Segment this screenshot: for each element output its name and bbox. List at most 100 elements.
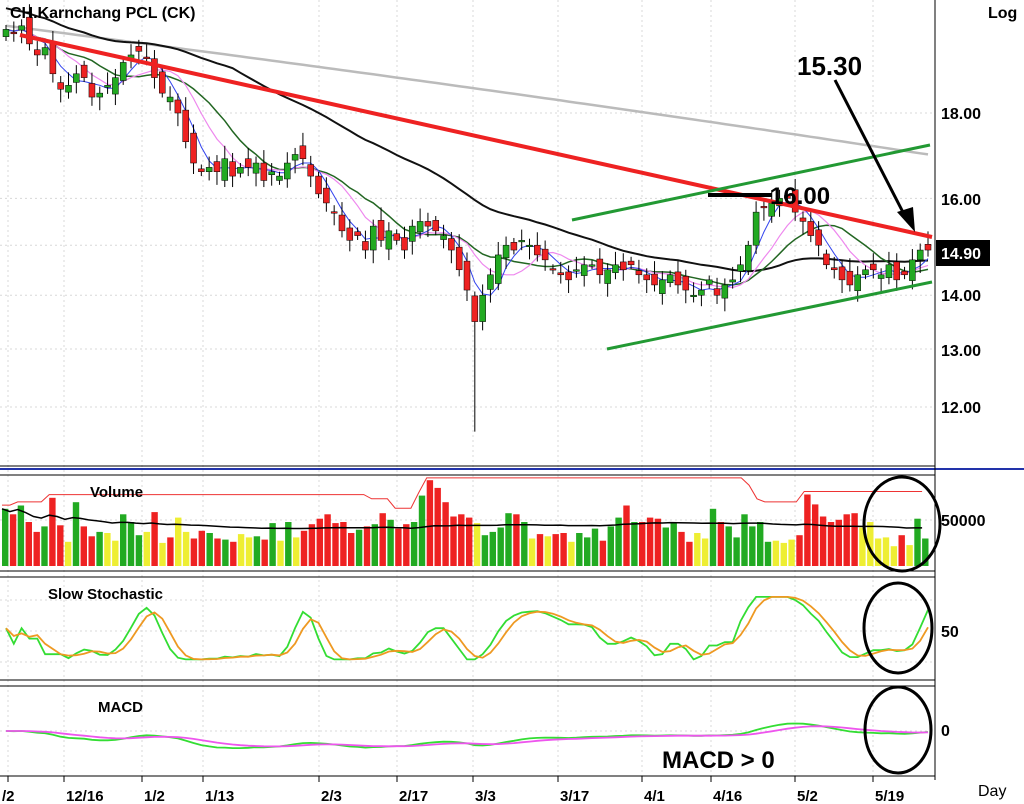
volume-bar	[623, 505, 630, 566]
candle	[737, 256, 744, 283]
candle	[221, 145, 229, 188]
stochastic-axis-tick: 50	[941, 624, 959, 641]
stochastic-lines	[5, 596, 929, 661]
candle	[346, 219, 354, 252]
last-price-label: 14.90	[941, 246, 981, 263]
macd-label: MACD	[98, 699, 143, 716]
candle	[901, 266, 908, 280]
volume-bar	[906, 545, 913, 566]
volume-bar	[340, 522, 347, 566]
volume-bar	[17, 505, 25, 566]
volume-bar	[804, 494, 811, 566]
volume-bar	[568, 541, 575, 566]
volume-bar	[159, 542, 166, 566]
candle	[495, 241, 502, 291]
volume-bar	[788, 539, 795, 566]
volume-bars	[2, 480, 929, 566]
trendlines	[19, 33, 933, 351]
volume-bar	[576, 533, 583, 566]
x-tick-label: 1/13	[205, 788, 234, 804]
candle	[424, 212, 432, 238]
candle	[659, 271, 666, 305]
candle	[799, 211, 807, 235]
volume-bar	[316, 518, 323, 566]
volume-bar	[780, 542, 787, 566]
candle	[643, 268, 650, 294]
candle	[338, 202, 346, 238]
candle	[479, 284, 486, 331]
volume-bar	[835, 519, 842, 566]
volume-bar	[560, 533, 567, 566]
volume-bar	[261, 539, 268, 566]
candle	[377, 207, 385, 247]
volume-bar	[662, 527, 669, 566]
candle	[18, 19, 25, 44]
volume-bar	[127, 522, 135, 566]
volume-bar	[733, 537, 740, 566]
volume-bar	[654, 518, 662, 566]
volume-bar	[222, 539, 229, 566]
x-tick-label: 3/17	[560, 788, 589, 804]
ma-short-pink-line	[5, 28, 929, 289]
volume-bar	[72, 502, 80, 566]
volume-bar	[874, 538, 882, 566]
price-tick: 18.00	[941, 106, 981, 123]
volume-bar	[175, 517, 182, 566]
candle	[526, 238, 533, 260]
volume-bar	[57, 525, 64, 566]
volume-bar	[922, 538, 929, 566]
candle	[393, 229, 400, 245]
volume-bar	[513, 514, 520, 566]
stochastic-highlight-circle	[862, 581, 934, 675]
target-arrow	[833, 79, 915, 232]
volume-bar	[348, 533, 355, 566]
volume-bar	[749, 526, 756, 566]
candle	[291, 147, 299, 174]
volume-bar	[859, 527, 866, 566]
candle	[369, 219, 377, 264]
volume-bar	[473, 523, 481, 566]
volume-bar	[214, 538, 221, 566]
volume-bar	[584, 537, 591, 566]
volume-bar	[9, 514, 17, 566]
volume-envelope-line	[2, 477, 923, 509]
volume-bar	[615, 517, 622, 566]
volume-bar	[757, 522, 764, 566]
candle	[166, 86, 174, 111]
candle	[721, 278, 729, 312]
x-tick-label: 2/3	[321, 788, 342, 804]
volume-averages	[1, 477, 923, 530]
volume-bar	[528, 538, 536, 566]
volume-bar	[890, 546, 898, 566]
volume-bar	[33, 531, 40, 566]
candle	[612, 251, 619, 280]
volume-bar	[49, 497, 56, 566]
candle	[635, 259, 643, 284]
candle	[252, 156, 260, 187]
candle	[463, 252, 471, 302]
scale-label: Log	[988, 5, 1017, 22]
candle	[541, 240, 549, 271]
candle	[315, 171, 322, 199]
candle	[198, 164, 205, 177]
candle	[565, 265, 572, 294]
candle	[385, 222, 393, 261]
macd-highlight-circle	[863, 685, 933, 775]
candle	[104, 72, 111, 94]
candle	[651, 261, 658, 292]
candle	[893, 253, 900, 291]
candle	[455, 234, 463, 277]
volume-bar	[2, 508, 9, 566]
volume-bar	[403, 524, 410, 566]
volume-bar	[434, 487, 441, 566]
candle	[916, 243, 924, 274]
candle	[745, 240, 752, 275]
volume-bar	[607, 526, 614, 566]
candle	[862, 265, 869, 280]
candle	[815, 221, 822, 257]
volume-bar	[442, 502, 449, 566]
channel-lower-line	[606, 280, 933, 351]
volume-bar	[599, 540, 607, 566]
volume-bar	[143, 531, 150, 566]
annotation-macd: MACD > 0	[662, 747, 775, 774]
